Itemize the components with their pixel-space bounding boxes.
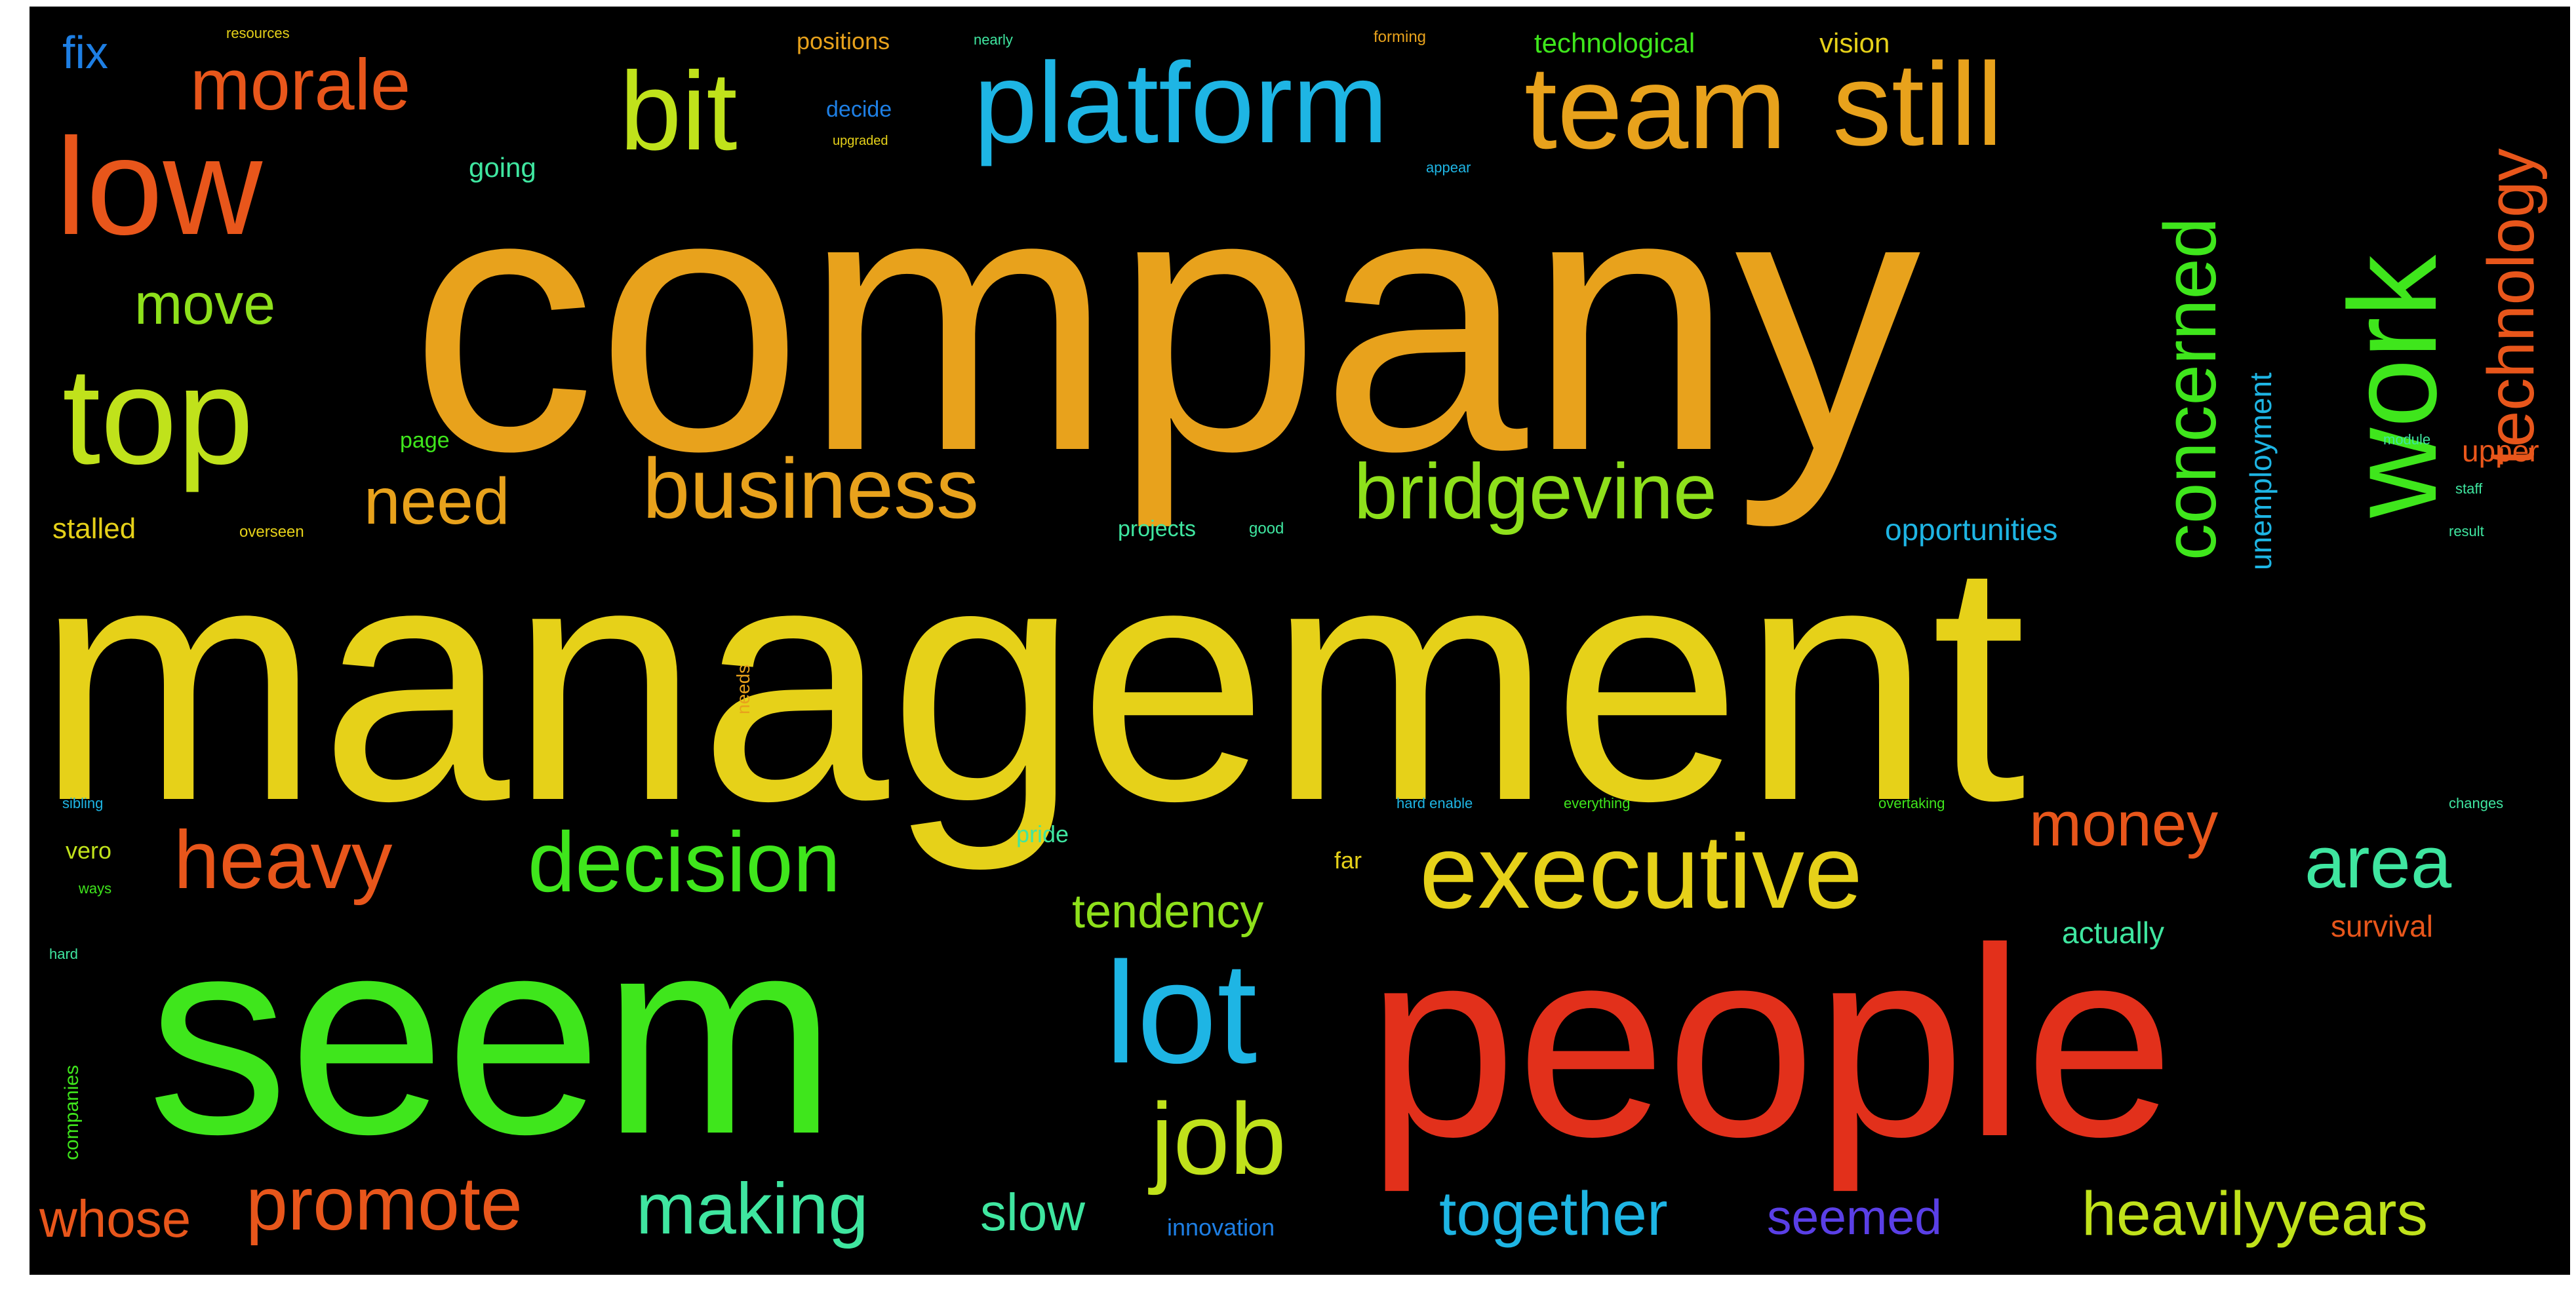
- word-cloud: company management seem people platform …: [30, 7, 2570, 1275]
- word-projects: projects: [1118, 516, 1197, 541]
- word-survival: survival: [2331, 909, 2433, 943]
- word-heavilyyears: heavilyyears: [2082, 1179, 2428, 1249]
- word-top: top: [62, 339, 254, 493]
- word-seemed: seemed: [1767, 1190, 1942, 1245]
- word-opportunities: opportunities: [1885, 513, 2058, 547]
- word-upgraded: upgraded: [833, 134, 888, 148]
- word-upper: upper: [2462, 434, 2539, 468]
- word-team: team: [1524, 42, 1787, 174]
- word-heavy: heavy: [174, 815, 393, 906]
- word-low: low: [56, 109, 263, 263]
- word-result: result: [2449, 523, 2484, 539]
- word-staff: staff: [2455, 480, 2483, 497]
- word-platform: platform: [974, 39, 1389, 167]
- word-unemployment: unemployment: [2244, 372, 2278, 570]
- word-area: area: [2305, 821, 2452, 903]
- word-companies: companies: [61, 1064, 83, 1160]
- word-innovation: innovation: [1167, 1214, 1275, 1241]
- word-vero: vero: [66, 837, 112, 864]
- word-fix: fix: [62, 27, 108, 78]
- word-decision: decision: [528, 814, 841, 910]
- word-company: company: [410, 113, 1921, 528]
- word-hard: hard: [49, 946, 79, 962]
- word-still: still: [1833, 39, 2003, 170]
- word-bridgevine: bridgevine: [1354, 448, 1717, 535]
- word-seem: seem: [148, 878, 837, 1193]
- word-far: far: [1334, 847, 1362, 874]
- word-actually: actually: [2062, 916, 2164, 950]
- word-technology: technology: [2474, 148, 2548, 465]
- word-vision: vision: [1819, 28, 1890, 58]
- word-together: together: [1439, 1179, 1668, 1249]
- word-page: page: [400, 428, 450, 453]
- word-executive: executive: [1419, 813, 1863, 930]
- word-management: management: [36, 491, 2027, 872]
- word-appear: appear: [1426, 159, 1471, 176]
- word-changes: changes: [2449, 795, 2504, 811]
- word-morale: morale: [190, 45, 411, 125]
- word-making: making: [636, 1169, 869, 1249]
- word-going: going: [469, 152, 536, 183]
- word-technological: technological: [1534, 28, 1695, 58]
- word-bit: bit: [620, 49, 738, 174]
- word-module: module: [2383, 431, 2431, 448]
- word-slow: slow: [980, 1183, 1086, 1241]
- word-tendency: tendency: [1072, 885, 1264, 938]
- word-everything: everything: [1564, 795, 1631, 811]
- word-pride: pride: [1016, 821, 1069, 847]
- word-nearly: nearly: [974, 31, 1013, 48]
- word-job: job: [1151, 1082, 1286, 1195]
- word-move: move: [134, 271, 276, 336]
- word-work: work: [2324, 254, 2463, 518]
- word-lot: lot: [1105, 932, 1258, 1093]
- word-resources: resources: [226, 25, 290, 41]
- word-decide: decide: [826, 97, 892, 122]
- word-people: people: [1367, 892, 2175, 1192]
- word-sibling: sibling: [62, 795, 104, 811]
- word-business: business: [643, 440, 980, 536]
- word-need: need: [364, 465, 510, 538]
- word-ways: ways: [79, 880, 112, 897]
- word-stalled: stalled: [52, 513, 136, 545]
- word-overtaking: overtaking: [1878, 795, 1945, 811]
- word-promote: promote: [246, 1162, 523, 1246]
- word-whose: whose: [39, 1190, 191, 1248]
- word-money: money: [2029, 789, 2219, 859]
- word-overseen: overseen: [239, 523, 304, 541]
- word-needs: needs: [733, 664, 753, 714]
- word-good: good: [1249, 520, 1284, 537]
- word-concerned: concerned: [2149, 217, 2231, 560]
- word-forming: forming: [1374, 28, 1427, 46]
- word-hard-enable: hard enable: [1397, 795, 1473, 811]
- word-positions: positions: [797, 28, 890, 54]
